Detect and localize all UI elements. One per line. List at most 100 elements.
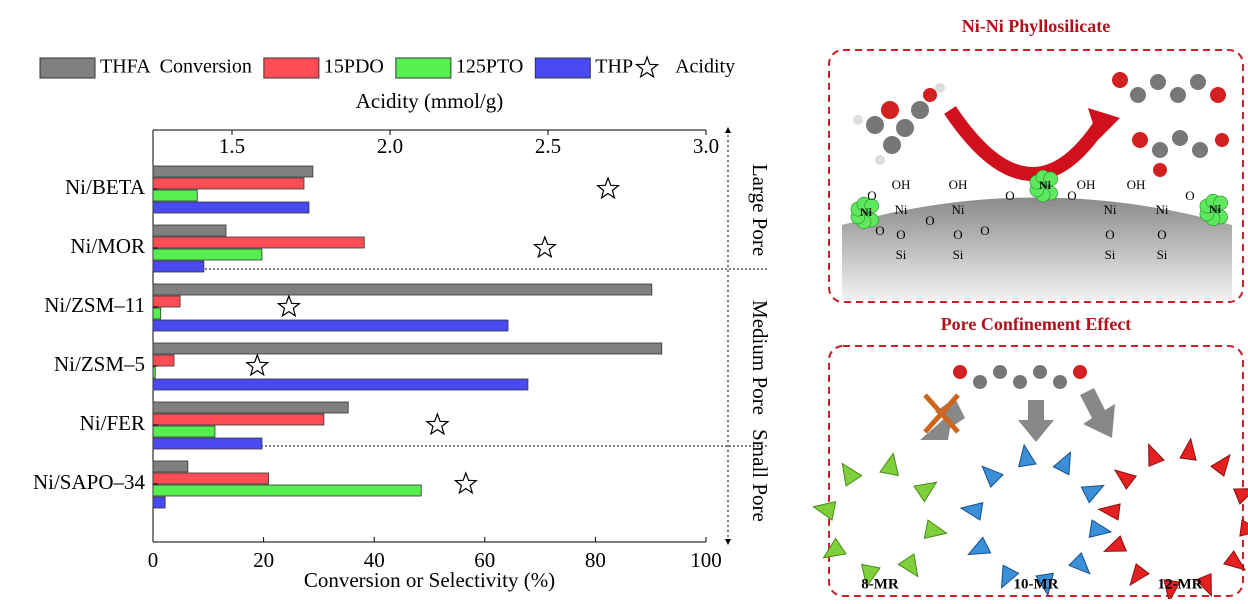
y-tick-label: Ni/BETA	[65, 175, 146, 199]
bar	[153, 308, 161, 319]
atom-label: O	[1185, 188, 1194, 203]
ring-tetrahedron	[1130, 564, 1149, 585]
ring-tetrahedron	[813, 502, 835, 520]
bar	[153, 249, 262, 260]
ring-tetrahedron	[1224, 551, 1245, 570]
x2-tick-label: 2.5	[535, 134, 561, 158]
bar	[153, 402, 348, 413]
atom-label: Ni	[1039, 178, 1052, 192]
x-tick-label: 80	[585, 548, 606, 572]
atom-label: OH	[1077, 177, 1096, 192]
atom-label: OH	[892, 177, 911, 192]
pass-arrow	[1080, 388, 1115, 438]
bar	[153, 426, 215, 437]
ring-tetrahedron	[1053, 452, 1070, 474]
x2-tick-label: 3.0	[693, 134, 719, 158]
y-tick-label: Ni/MOR	[70, 234, 145, 258]
atom-label: Ni	[895, 202, 908, 217]
atom-label: Si	[1157, 247, 1168, 262]
ring-tetrahedron	[898, 554, 917, 577]
bar	[153, 461, 188, 472]
x2-tick-label: 1.5	[219, 134, 245, 158]
y-tick-label: Ni/ZSM–5	[54, 352, 145, 376]
star-marker	[427, 414, 448, 434]
legend-label: THP	[595, 56, 633, 78]
bar	[153, 261, 204, 272]
bar	[153, 178, 304, 189]
atom-label: O	[875, 223, 884, 238]
ring-tetrahedron	[1240, 520, 1248, 536]
atom-label: O	[925, 213, 934, 228]
atom-label: O	[1005, 188, 1014, 203]
bar	[153, 414, 324, 425]
ring-tetrahedron	[823, 538, 846, 557]
star-marker	[247, 355, 268, 375]
y-tick-label: Ni/SAPO–34	[33, 470, 146, 494]
x2-tick-label: 2.0	[377, 134, 403, 158]
ring-tetrahedron	[1115, 470, 1136, 489]
diol-molecule	[953, 365, 1087, 389]
ring-tetrahedron	[1069, 553, 1090, 574]
atom-label: O	[1067, 188, 1076, 203]
x-tick-label: 20	[253, 548, 274, 572]
atom-label: O	[980, 223, 989, 238]
x-tick-label: 100	[690, 548, 722, 572]
reaction-arrow	[950, 110, 1100, 174]
bar	[153, 237, 364, 248]
ring-label: 12-MR	[1158, 576, 1203, 592]
ring-tetrahedron	[1019, 445, 1036, 467]
molecule	[1112, 72, 1229, 177]
ring-tetrahedron	[1149, 444, 1164, 466]
region-label: Large Pore	[748, 164, 772, 256]
bar	[153, 296, 180, 307]
ring-tetrahedron	[924, 520, 946, 538]
atom-label: OH	[949, 177, 968, 192]
star-marker	[455, 473, 476, 493]
ring-tetrahedron	[968, 537, 990, 554]
region-label: Small Pore	[748, 429, 772, 522]
ring-tetrahedron	[880, 453, 898, 475]
molecule	[853, 83, 945, 165]
atom-label: Si	[1105, 247, 1116, 262]
atom-label: O	[867, 188, 876, 203]
bar	[153, 284, 652, 295]
legend-swatch	[40, 58, 95, 78]
bar	[153, 473, 269, 484]
ring-tetrahedron	[982, 466, 1003, 487]
pass-arrow	[1018, 400, 1054, 442]
bar	[153, 485, 421, 496]
atom-label: O	[1157, 227, 1166, 242]
star-marker	[278, 296, 299, 316]
legend-swatch	[535, 58, 590, 78]
bar	[153, 202, 309, 213]
y-tick-label: Ni/FER	[80, 411, 145, 435]
ring-tetrahedron	[1234, 489, 1248, 504]
ring-tetrahedron	[1180, 439, 1196, 460]
x-tick-label: 0	[148, 548, 159, 572]
atom-label: O	[896, 227, 905, 242]
atom-label: Ni	[1104, 202, 1117, 217]
atom-label: Ni	[1209, 202, 1222, 216]
legend-star	[637, 57, 658, 77]
figure: Ni-Ni Phyllosilicate Pore Confinement Ef…	[0, 0, 1248, 599]
bar	[153, 367, 155, 378]
atom-label: Si	[896, 247, 907, 262]
legend-swatch	[396, 58, 451, 78]
ring-tetrahedron	[1211, 455, 1230, 476]
atom-label: Ni	[860, 205, 873, 219]
atom-label: Ni	[1156, 202, 1169, 217]
region-label: Medium Pore	[748, 300, 772, 415]
atom-label: O	[1105, 227, 1114, 242]
atom-label: O	[953, 227, 962, 242]
legend-label: 15PDO	[324, 56, 384, 78]
legend-label: 125PTO	[456, 56, 523, 78]
atom-label: Ni	[952, 202, 965, 217]
ring-tetrahedron	[1104, 536, 1126, 551]
ring-label: 8-MR	[861, 576, 899, 592]
x2-axis-title: Acidity (mmol/g)	[356, 89, 504, 113]
bar	[153, 320, 508, 331]
atom-label: Si	[953, 247, 964, 262]
legend-label: Acidity	[675, 56, 735, 78]
blocked-arrow	[920, 398, 965, 440]
ring-tetrahedron	[914, 482, 937, 501]
